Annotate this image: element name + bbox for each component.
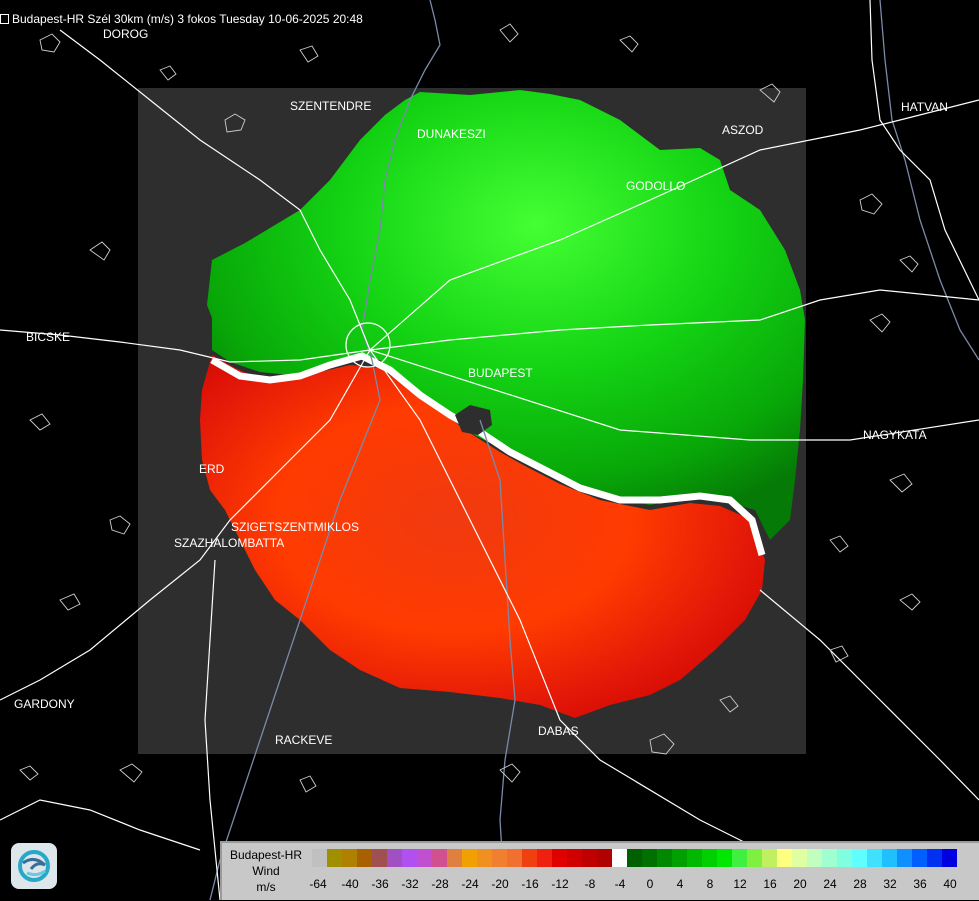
legend-swatch bbox=[597, 849, 612, 867]
legend-swatch bbox=[642, 849, 657, 867]
legend-tick-label: 28 bbox=[853, 877, 867, 891]
legend-swatch bbox=[372, 849, 387, 867]
legend-swatches bbox=[312, 849, 972, 867]
city-label-erd: ERD bbox=[199, 462, 225, 476]
legend-tick-label: 40 bbox=[943, 877, 957, 891]
city-label-szentendre: SZENTENDRE bbox=[290, 99, 372, 113]
legend-swatch bbox=[357, 849, 372, 867]
legend-tick-label: -4 bbox=[614, 877, 626, 891]
legend-tick-label: 36 bbox=[913, 877, 927, 891]
legend-tick-label: -20 bbox=[491, 877, 509, 891]
legend-tick-label: 4 bbox=[676, 877, 684, 891]
legend-swatch bbox=[657, 849, 672, 867]
legend-tick-label: -32 bbox=[401, 877, 419, 891]
legend-swatch bbox=[567, 849, 582, 867]
legend-swatch bbox=[312, 849, 327, 867]
rivers bbox=[209, 0, 979, 900]
window-icon bbox=[0, 14, 9, 24]
legend-tick-label: 32 bbox=[883, 877, 897, 891]
legend-quantity: Wind bbox=[252, 864, 280, 878]
settlement-outlines bbox=[19, 23, 921, 793]
legend-swatch bbox=[882, 849, 897, 867]
city-label-nagykata: NAGYKATA bbox=[863, 428, 927, 442]
legend-tick-label: 16 bbox=[763, 877, 777, 891]
velocity-receding-area bbox=[200, 355, 765, 718]
city-label-szazhalombatta: SZAZHALOMBATTA bbox=[174, 536, 285, 550]
legend-swatch bbox=[522, 849, 537, 867]
legend-swatch bbox=[507, 849, 522, 867]
legend-swatch bbox=[537, 849, 552, 867]
map-title: Budapest-HR Szél 30km (m/s) 3 fokos Tues… bbox=[0, 12, 363, 26]
legend-swatch bbox=[582, 849, 597, 867]
title-text: Budapest-HR Szél 30km (m/s) 3 fokos Tues… bbox=[12, 12, 363, 26]
legend-tick-label: -40 bbox=[341, 877, 359, 891]
legend-tick-label: 20 bbox=[793, 877, 807, 891]
legend-tick-label: -16 bbox=[521, 877, 539, 891]
legend-swatch bbox=[702, 849, 717, 867]
legend-swatch bbox=[432, 849, 447, 867]
legend-swatch bbox=[672, 849, 687, 867]
legend-tick-label: -8 bbox=[584, 877, 596, 891]
city-label-hatvan: HATVAN bbox=[901, 100, 948, 114]
city-label-budapest: BUDAPEST bbox=[468, 366, 533, 380]
velocity-approaching-area bbox=[207, 90, 805, 540]
legend-swatch bbox=[762, 849, 777, 867]
color-legend: Budapest-HR Wind m/s -64 -40 -36 -32 -28 -24-… bbox=[220, 841, 979, 900]
legend-swatch bbox=[447, 849, 462, 867]
legend-swatch bbox=[552, 849, 567, 867]
city-label-dunakeszi: DUNAKESZI bbox=[417, 127, 486, 141]
legend-swatch bbox=[612, 849, 627, 867]
city-label-aszod: ASZOD bbox=[722, 123, 764, 137]
legend-swatch bbox=[852, 849, 867, 867]
legend-swatch bbox=[777, 849, 792, 867]
legend-swatch bbox=[732, 849, 747, 867]
legend-tick-label: 0 bbox=[646, 877, 654, 891]
legend-swatch bbox=[897, 849, 912, 867]
legend-swatch bbox=[342, 849, 357, 867]
legend-tick-label: -12 bbox=[551, 877, 569, 891]
legend-tick-label: -64 bbox=[309, 877, 327, 891]
legend-tick-label: 24 bbox=[823, 877, 837, 891]
city-label-godollo: GODOLLO bbox=[626, 179, 686, 193]
legend-tick-label: -36 bbox=[371, 877, 389, 891]
legend-unit: m/s bbox=[256, 880, 276, 894]
legend-swatch bbox=[747, 849, 762, 867]
city-label-dorog: DOROG bbox=[103, 27, 149, 41]
legend-swatch bbox=[867, 849, 882, 867]
legend-swatch bbox=[492, 849, 507, 867]
legend-swatch bbox=[417, 849, 432, 867]
legend-tick-label: -24 bbox=[461, 877, 479, 891]
city-label-rackeve: RACKEVE bbox=[275, 733, 333, 747]
legend-swatch bbox=[912, 849, 927, 867]
legend-tick-label: 8 bbox=[706, 877, 714, 891]
legend-station: Budapest-HR bbox=[229, 848, 303, 862]
legend-swatch bbox=[792, 849, 807, 867]
city-label-gardony: GARDONY bbox=[14, 697, 75, 711]
legend-swatch bbox=[807, 849, 822, 867]
legend-swatch bbox=[402, 849, 417, 867]
legend-swatch bbox=[822, 849, 837, 867]
legend-swatch bbox=[327, 849, 342, 867]
legend-swatch bbox=[477, 849, 492, 867]
legend-swatch bbox=[837, 849, 852, 867]
legend-swatch bbox=[927, 849, 942, 867]
city-label-bicske: BICSKE bbox=[26, 330, 71, 344]
legend-swatch bbox=[942, 849, 957, 867]
legend-swatch bbox=[627, 849, 642, 867]
legend-swatch bbox=[687, 849, 702, 867]
city-label-szigetszentmiklos: SZIGETSZENTMIKLOS bbox=[231, 520, 360, 534]
legend-swatch bbox=[717, 849, 732, 867]
legend-tick-label: 12 bbox=[733, 877, 747, 891]
legend-swatch bbox=[387, 849, 402, 867]
legend-swatch bbox=[462, 849, 477, 867]
legend-tick-label: -28 bbox=[431, 877, 449, 891]
logo-icon bbox=[11, 843, 57, 889]
city-label-dabas: DABAS bbox=[538, 724, 579, 738]
